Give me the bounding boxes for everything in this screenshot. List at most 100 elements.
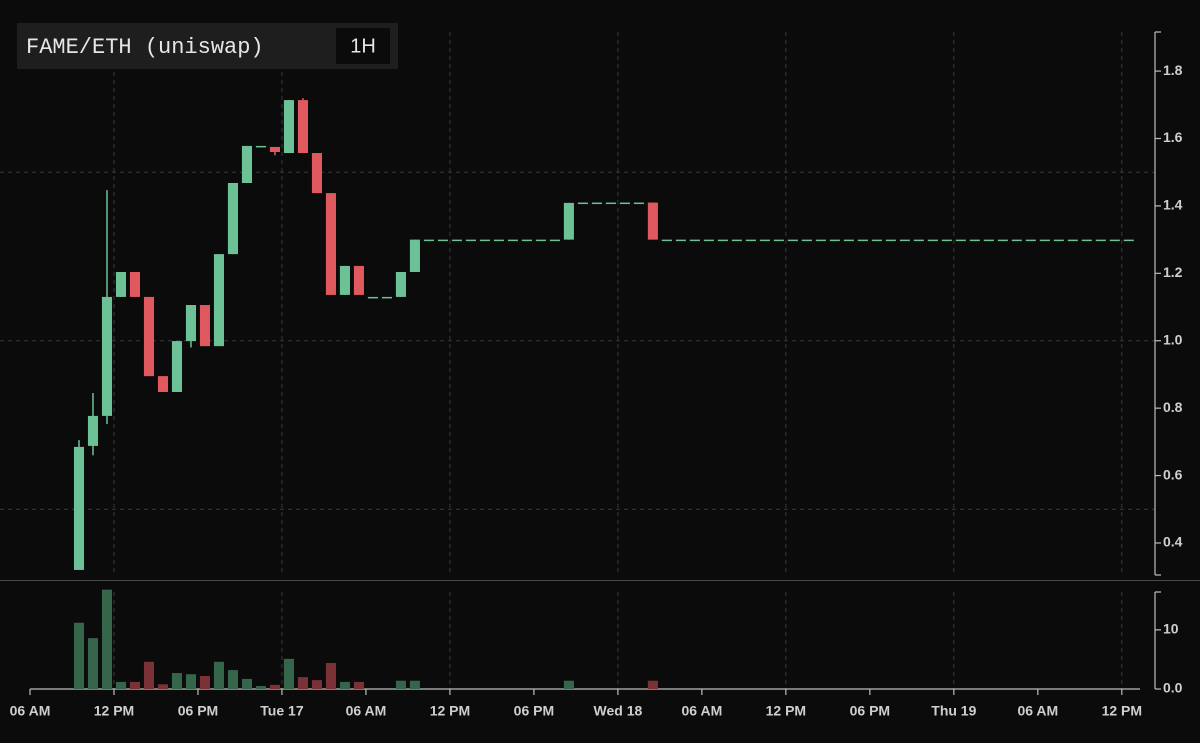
candle-body [185,305,197,342]
candle-body [1067,239,1078,242]
y-tick-label: 1.4 [1163,197,1183,213]
candle-body [689,239,700,242]
volume-bar [157,684,169,689]
x-tick-label: Tue 17 [260,703,304,719]
candle-body [339,265,350,295]
volume-bar [73,622,85,689]
volume-bar [283,658,294,689]
candle-body [241,145,252,184]
y-tick-label: 0.4 [1163,534,1183,550]
candle-body [1095,239,1106,242]
chart-title: FAME/ETH (uniswap) [26,35,264,60]
candle-body [255,145,266,148]
candle-body [1109,239,1120,242]
candle-body [535,239,546,242]
candle-body [843,239,854,242]
candle-body [157,376,169,392]
candle-body [913,239,924,242]
plot: 0.4 0.6 0.8 1.0 1.2 1.4 1.6 1.8 0.0 10 06 AM 12 PM 0… [0,31,1183,719]
volume-bar [213,661,225,689]
candle-body [1053,239,1064,242]
candle-body [801,239,812,242]
volume-bar [129,681,141,689]
candle-body [269,146,280,152]
candle-body [101,296,113,416]
volume-bar [311,680,322,689]
y-tick-label: 1.0 [1163,331,1183,347]
candle-body [857,239,868,242]
candle-body [311,153,322,194]
candle-body [829,239,840,242]
x-tick-label: 12 PM [766,703,806,719]
candle-body [227,183,239,255]
interval-box [336,28,390,64]
candle-body [927,239,938,242]
x-tick-label: Wed 18 [594,703,643,719]
x-tick-label: 06 AM [10,703,51,719]
volume-bar [339,681,350,689]
candle-body [969,239,980,242]
x-tick-label: 06 PM [178,703,218,719]
volume-bar [241,678,252,689]
candle-body [703,239,714,242]
candle-body [521,239,532,242]
candle-body [997,239,1008,242]
y-tick-label: 1.6 [1163,129,1183,145]
x-tick-label: 12 PM [94,703,134,719]
candle-body [451,239,462,242]
candle-body [115,271,127,297]
candle-body [787,239,798,242]
candle-body [647,202,658,240]
volume-bar [115,681,127,689]
volume-bar [325,662,336,689]
candle-body [493,239,504,242]
x-tick-label: 12 PM [1102,703,1142,719]
candle-body [395,271,406,297]
candle-body [1011,239,1022,242]
x-tick-label: Thu 19 [931,703,976,719]
candle-body [73,446,85,570]
candle-body [479,239,490,242]
volume-bar [185,674,197,689]
candle-body [437,239,448,242]
volume-bar [255,686,266,689]
candle-body [171,341,183,392]
title-box [17,23,398,69]
x-tick-label: 06 AM [346,703,387,719]
candle-body [507,239,518,242]
candle-body [815,239,826,242]
candle-body [591,202,602,205]
candle-body [1123,239,1134,242]
volume-bar [563,680,574,689]
candle-body [1039,239,1050,242]
volume-bar [409,680,420,689]
candle-body [941,239,952,242]
candle-body [871,239,882,242]
x-tick-label: 06 AM [1017,703,1058,719]
candle-body [325,193,336,295]
candle-body [213,254,225,347]
candle-body [983,239,994,242]
candle-body [353,265,364,295]
candle-body [731,239,742,242]
x-tick-label: 06 AM [682,703,723,719]
y-tick-label: 1.8 [1163,62,1183,78]
candle-body [1025,239,1036,242]
candle-body [465,239,476,242]
volume-bar [647,680,658,689]
y-tick-label: 0.8 [1163,399,1183,415]
candle-body [885,239,896,242]
volume-bar [199,675,211,689]
candle-body [423,239,434,242]
candle-body [899,239,910,242]
candle-body [143,296,155,377]
candle-body [633,202,644,205]
volume-bar [297,677,308,689]
volume-bar [269,684,280,689]
y-tick-label: 0.6 [1163,466,1183,482]
candle-body [199,305,211,347]
volume-bar [395,680,406,689]
interval-label: 1H [350,35,376,57]
